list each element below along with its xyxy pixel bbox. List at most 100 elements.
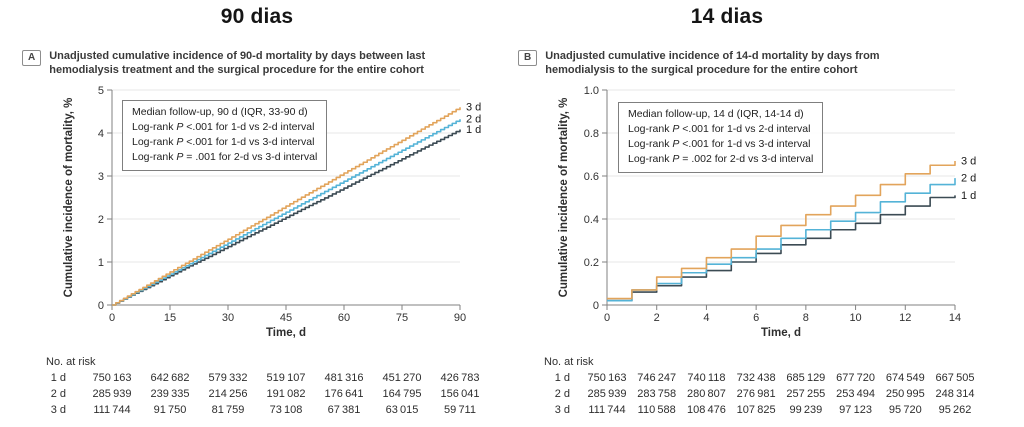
x-tick-label: 10 — [849, 312, 861, 324]
panel-a: 90 dias A Unadjusted cumulative incidenc… — [22, 5, 481, 416]
curve-end-label-1d: 1 d — [961, 190, 976, 202]
risk-value: 642 682 — [151, 372, 190, 384]
risk-value: 108 476 — [687, 404, 726, 416]
legend-line: Log-rank P <.001 for 1-d vs 2-d interval — [628, 123, 811, 135]
x-tick-label: 0 — [109, 312, 115, 324]
panel-a-caption: A Unadjusted cumulative incidence of 90-… — [22, 50, 425, 77]
x-tick-label: 14 — [949, 312, 961, 324]
risk-value: 111 744 — [93, 404, 130, 416]
risk-row-label: 2 d — [555, 388, 570, 400]
risk-value: 750 163 — [588, 372, 627, 384]
curve-end-label-3d: 3 d — [961, 155, 976, 167]
panel-a-title: 90 dias — [220, 5, 294, 28]
panel-b-chart: 0 0.2 0.4 0.6 0.8 1.0 0 2 4 6 8 10 12 14 Time, d Cumula… — [544, 85, 976, 416]
panel-a-caption-text: Unadjusted cumulative incidence of 90-d … — [49, 50, 426, 76]
panel-b: 14 dias B Unadjusted cumulative incidenc… — [512, 0, 1024, 427]
panel-b-caption-text: Unadjusted cumulative incidence of 14-d … — [545, 50, 880, 76]
x-tick-label: 90 — [454, 312, 466, 324]
curve-2d — [607, 178, 956, 302]
x-tick-label: 6 — [753, 312, 759, 324]
risk-row-label: 2 d — [51, 388, 66, 400]
risk-value: 239 335 — [151, 388, 190, 400]
risk-table-title: No. at risk — [46, 356, 96, 368]
risk-value: 110 588 — [638, 404, 676, 416]
x-tick-label: 12 — [899, 312, 911, 324]
legend-line: Log-rank P = .001 for 2-d vs 3-d interva… — [132, 151, 318, 163]
x-tick-label: 0 — [604, 312, 610, 324]
x-tick-label: 60 — [338, 312, 350, 324]
y-tick-label: 3 — [98, 171, 104, 183]
x-tick-label: 45 — [280, 312, 292, 324]
risk-row-label: 1 d — [51, 372, 66, 384]
risk-value: 746 247 — [637, 372, 676, 384]
legend-line: Median follow-up, 14 d (IQR, 14-14 d) — [628, 108, 804, 120]
legend-line: Log-rank P <.001 for 1-d vs 3-d interval — [132, 136, 315, 148]
y-tick-label: 5 — [98, 85, 104, 97]
y-tick-label: 0.4 — [584, 214, 599, 226]
x-axis-title: Time, d — [761, 327, 801, 339]
risk-value: 257 255 — [786, 388, 825, 400]
x-tick-label: 2 — [654, 312, 660, 324]
risk-value: 107 825 — [737, 404, 776, 416]
panel-a-label-badge: A — [22, 50, 42, 66]
legend-line: Log-rank P <.001 for 1-d vs 3-d interval — [628, 138, 811, 150]
risk-value: 63 015 — [386, 404, 419, 416]
risk-value: 283 758 — [637, 388, 676, 400]
y-tick-label: 1.0 — [584, 85, 599, 97]
risk-value: 685 129 — [786, 372, 825, 384]
risk-value: 250 995 — [886, 388, 925, 400]
risk-value: 95 720 — [889, 404, 922, 416]
y-tick-label: 0.2 — [584, 257, 599, 269]
panel-a-legend-box: Median follow-up, 90 d (IQR, 33-90 d) Log… — [122, 100, 328, 171]
risk-value: 426 783 — [441, 372, 480, 384]
x-axis-title: Time, d — [266, 327, 306, 339]
legend-line: Log-rank P <.001 for 1-d vs 2-d interval — [132, 121, 315, 133]
risk-value: 732 438 — [737, 372, 776, 384]
risk-value: 740 118 — [687, 372, 725, 384]
y-tick-label: 0.6 — [584, 171, 599, 183]
panel-b-label-badge: B — [518, 50, 538, 66]
risk-value: 95 262 — [939, 404, 972, 416]
risk-value: 750 163 — [93, 372, 132, 384]
y-axis-title: Cumulative incidence of mortality, % — [558, 98, 570, 298]
risk-value: 59 711 — [444, 404, 476, 416]
panel-b-legend-box: Median follow-up, 14 d (IQR, 14-14 d) Log… — [618, 102, 824, 173]
risk-value: 73 108 — [270, 404, 303, 416]
x-tick-label: 30 — [222, 312, 234, 324]
risk-row-label: 1 d — [555, 372, 570, 384]
risk-value: 276 981 — [737, 388, 776, 400]
risk-value: 248 314 — [936, 388, 975, 400]
risk-row-label: 3 d — [555, 404, 570, 416]
risk-value: 214 256 — [209, 388, 248, 400]
risk-value: 91 750 — [154, 404, 187, 416]
y-axis-title: Cumulative incidence of mortality, % — [63, 98, 75, 298]
y-tick-label: 4 — [98, 128, 104, 140]
curve-end-label-1d: 1 d — [466, 124, 481, 136]
y-tick-label: 0 — [98, 300, 104, 312]
y-tick-label: 1 — [98, 257, 104, 269]
risk-value: 481 316 — [325, 372, 364, 384]
risk-value: 285 939 — [588, 388, 627, 400]
risk-value: 99 239 — [789, 404, 822, 416]
y-tick-label: 2 — [98, 214, 104, 226]
x-tick-label: 15 — [164, 312, 176, 324]
risk-row-label: 3 d — [51, 404, 66, 416]
risk-value: 97 123 — [839, 404, 872, 416]
curve-3d — [112, 107, 461, 306]
curve-end-label-2d: 2 d — [961, 173, 976, 185]
panel-b-caption: B Unadjusted cumulative incidence of 14-… — [518, 50, 880, 77]
risk-value: 667 505 — [936, 372, 975, 384]
legend-line: Median follow-up, 90 d (IQR, 33-90 d) — [132, 106, 308, 118]
risk-value: 519 107 — [267, 372, 306, 384]
y-tick-label: 0 — [593, 300, 599, 312]
risk-value: 111 744 — [588, 404, 625, 416]
risk-value: 164 795 — [383, 388, 422, 400]
legend-line: Log-rank P = .002 for 2-d vs 3-d interva… — [628, 153, 814, 165]
risk-value: 156 041 — [441, 388, 480, 400]
risk-value: 253 494 — [836, 388, 875, 400]
panel-b-title: 14 dias — [690, 5, 764, 28]
x-tick-label: 8 — [803, 312, 809, 324]
risk-table-title: No. at risk — [544, 356, 594, 368]
